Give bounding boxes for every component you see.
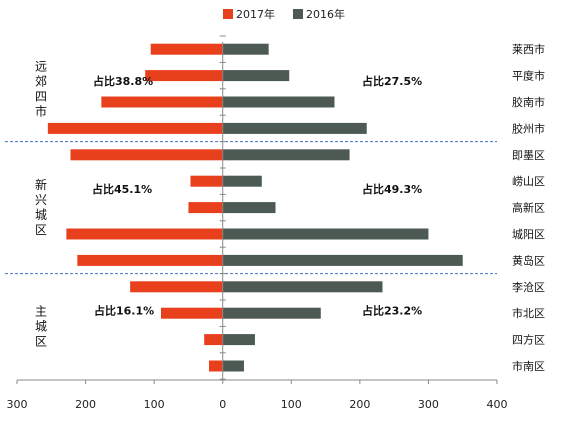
share-annotation-2017-0: 占比38.8%: [93, 74, 153, 88]
bar-right-5: [222, 175, 262, 187]
bar-left-1: [145, 70, 223, 82]
x-tick-label-0: 300: [7, 398, 28, 411]
bar-right-7: [222, 228, 429, 240]
group-label-1: 新兴城区: [35, 177, 47, 237]
bar-left-2: [101, 96, 223, 108]
group-label-2: 主城区: [35, 304, 47, 348]
bar-left-3: [47, 122, 223, 134]
category-label-7: 城阳区: [512, 228, 545, 241]
x-tick-label-5: 200: [349, 398, 370, 411]
x-tick-label-4: 100: [281, 398, 302, 411]
share-annotations: 占比38.8% 占比27.5% 占比45.1% 占比49.3% 占比16.1% 占比23.…: [92, 74, 422, 318]
legend-swatch-1: [293, 9, 303, 19]
bar-left-0: [150, 43, 223, 55]
category-label-8: 黄岛区: [512, 253, 545, 267]
bar-right-2: [222, 96, 335, 108]
x-tick-label-7: 400: [487, 398, 508, 411]
category-label-5: 崂山区: [512, 175, 545, 188]
bar-right-4: [222, 149, 350, 161]
category-label-3: 胶州市: [512, 121, 545, 135]
bar-right-1: [222, 70, 290, 82]
bar-right-3: [222, 122, 367, 134]
bar-right-8: [222, 254, 463, 266]
bar-left-7: [66, 228, 223, 240]
legend: 2017年 2016年: [223, 7, 345, 21]
bar-left-5: [190, 175, 223, 187]
bar-right-9: [222, 281, 383, 293]
group-separators: [5, 141, 497, 275]
bar-right-6: [222, 202, 276, 214]
category-label-1: 平度市: [512, 69, 545, 83]
bar-left-12: [209, 360, 223, 372]
bar-left-4: [70, 149, 223, 161]
category-label-9: 李沧区: [512, 280, 545, 294]
x-tick-label-1: 200: [75, 398, 96, 411]
x-tick-labels: 300 200 100 0 100 200 300 400: [7, 398, 508, 411]
category-label-10: 市北区: [512, 306, 545, 320]
legend-swatch-0: [223, 9, 233, 19]
category-label-0: 莱西市: [512, 42, 545, 56]
bar-left-9: [130, 281, 223, 293]
share-annotation-2017-1: 占比45.1%: [92, 182, 152, 196]
bar-right-11: [222, 334, 255, 346]
category-label-2: 胶南市: [512, 95, 545, 109]
bar-right-10: [222, 307, 321, 319]
category-label-11: 四方区: [512, 333, 545, 347]
axes: [16, 35, 498, 384]
x-tick-label-2: 100: [144, 398, 165, 411]
category-label-4: 即墨区: [512, 149, 545, 162]
share-annotation-2016-2: 占比23.2%: [362, 304, 422, 318]
share-annotation-2016-1: 占比49.3%: [362, 182, 422, 196]
group-label-0: 远郊四市: [35, 59, 47, 118]
category-label-6: 高新区: [512, 201, 545, 215]
legend-label-0: 2017年: [236, 7, 275, 21]
bar-left-8: [77, 254, 223, 266]
bar-left-10: [161, 307, 223, 319]
bars: [47, 43, 463, 372]
bar-right-0: [222, 43, 269, 55]
x-tick-label-6: 300: [418, 398, 439, 411]
share-annotation-2017-2: 占比16.1%: [94, 304, 154, 318]
x-tick-label-3: 0: [219, 398, 226, 411]
share-annotation-2016-0: 占比27.5%: [362, 74, 422, 88]
bar-left-6: [188, 202, 223, 214]
legend-label-1: 2016年: [306, 7, 345, 21]
bar-right-12: [222, 360, 244, 372]
bar-left-11: [204, 334, 223, 346]
category-label-12: 市南区: [512, 359, 545, 373]
